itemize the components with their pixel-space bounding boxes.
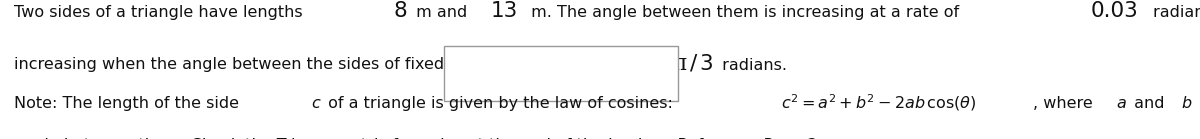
Text: 8: 8 (394, 1, 407, 21)
Text: are the other two sides and: are the other two sides and (1195, 96, 1200, 111)
Text: c: c (311, 96, 320, 111)
Text: 3: 3 (700, 54, 713, 74)
Text: radians.: radians. (718, 58, 787, 73)
Text: m and: m and (412, 5, 473, 20)
Text: Two sides of a triangle have lengths: Two sides of a triangle have lengths (14, 5, 308, 20)
Text: a: a (1117, 96, 1127, 111)
Text: increasing when the angle between the sides of fixed length is: increasing when the angle between the si… (14, 58, 524, 73)
Text: and: and (1129, 96, 1170, 111)
Text: 0.03: 0.03 (1091, 1, 1139, 21)
Text: , where: , where (1033, 96, 1098, 111)
Text: b: b (1182, 96, 1192, 111)
FancyBboxPatch shape (444, 46, 678, 101)
Text: m. The angle between them is increasing at a rate of: m. The angle between them is increasing … (526, 5, 964, 20)
Text: $c^2 = a^2 + b^2 - 2ab\,\mathrm{cos}(\theta)$: $c^2 = a^2 + b^2 - 2ab\,\mathrm{cos}(\th… (781, 92, 977, 113)
Text: π: π (672, 53, 686, 75)
Text: 13: 13 (491, 1, 517, 21)
Text: radians /min. How fast is the length of the third side: radians /min. How fast is the length of … (1153, 5, 1200, 20)
Text: angle between them. Check the Trigonometric formulas at the end of the book on R: angle between them. Check the Trigonomet… (14, 138, 823, 139)
Text: Note: The length of the side: Note: The length of the side (14, 96, 245, 111)
Text: of a triangle is given by the law of cosines:: of a triangle is given by the law of cos… (323, 96, 678, 111)
Text: /: / (690, 54, 697, 74)
